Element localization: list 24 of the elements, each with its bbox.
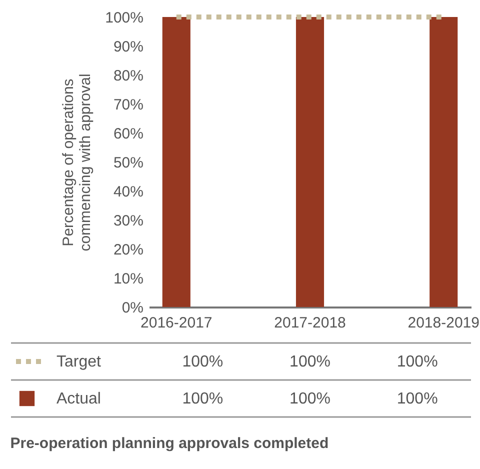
y-tick-label: 90% — [113, 38, 144, 56]
y-tick-label: 80% — [113, 68, 144, 84]
x-tick-label: 2018-2019 — [408, 314, 480, 332]
y-tick-label: 40% — [113, 184, 144, 200]
y-tick-label: 10% — [113, 270, 144, 288]
y-tick-label: 30% — [113, 212, 144, 230]
y-tick-label: 20% — [113, 242, 144, 258]
data-label: 100% — [182, 390, 224, 408]
data-label: 100% — [290, 354, 330, 370]
y-axis-title: Percentage of operations commencing with approval — [60, 74, 94, 252]
y-tick-label: 100% — [105, 10, 144, 26]
legend-label: Actual — [56, 390, 101, 408]
data-label: 100% — [396, 390, 438, 408]
data-label: 100% — [396, 354, 438, 370]
legend-label: Target — [56, 354, 102, 370]
data-label: 100% — [290, 390, 330, 408]
x-tick-label: 2016-2017 — [140, 314, 212, 332]
y-tick-label: 60% — [113, 126, 144, 142]
x-tick-label: 2017-2018 — [274, 314, 346, 332]
y-tick-label: 70% — [113, 96, 144, 114]
data-label: 100% — [182, 354, 224, 370]
y-tick-label: 0% — [122, 300, 144, 316]
y-tick-label: 50% — [113, 154, 144, 172]
text: Pre-operation planning approvals completed — [10, 434, 329, 452]
